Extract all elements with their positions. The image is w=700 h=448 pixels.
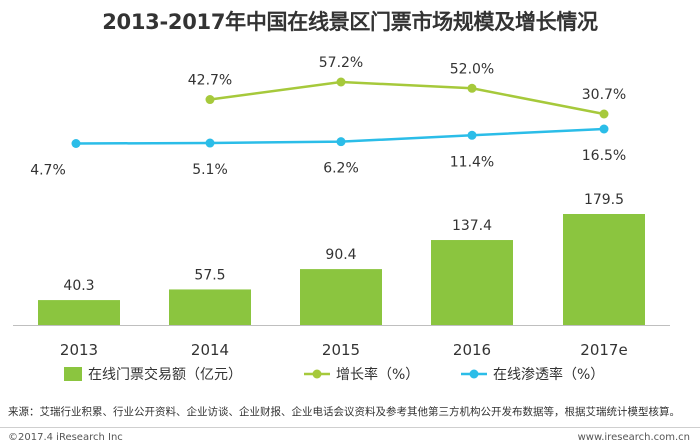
- legend: 在线门票交易额（亿元） 增长率（%） 在线渗透率（%）: [64, 366, 604, 383]
- bar-label-2017e: 179.5: [584, 192, 624, 208]
- growth-label-2015: 57.2%: [319, 55, 363, 71]
- penetration-point-2014: [205, 138, 215, 148]
- bar-2015: [300, 269, 382, 325]
- footer: ©2017.4 iResearch Inc www.iresearch.com.…: [0, 427, 700, 448]
- x-tick-2015: 2015: [322, 341, 360, 359]
- growth-point-2017e: [599, 109, 609, 119]
- legend-label-penetration: 在线渗透率（%）: [493, 366, 604, 383]
- penetration-label-2017e: 16.5%: [582, 148, 626, 164]
- copyright-text: ©2017.4 iResearch Inc: [8, 432, 123, 443]
- growth-point-2016: [467, 83, 477, 93]
- penetration-point-2017e: [599, 124, 609, 134]
- bar-2016: [431, 240, 513, 325]
- chart-title: 2013-2017年中国在线景区门票市场规模及增长情况: [102, 10, 598, 34]
- penetration-label-2014: 5.1%: [192, 162, 228, 178]
- x-tick-2013: 2013: [60, 341, 98, 359]
- growth-point-2015: [336, 77, 346, 87]
- bar-value-labels: 40.3 57.5 90.4 137.4 179.5: [63, 192, 624, 294]
- penetration-point-2015: [336, 137, 346, 147]
- legend-marker-growth: [312, 369, 322, 379]
- legend-marker-penetration: [469, 369, 479, 379]
- bar-label-2014: 57.5: [194, 267, 225, 283]
- growth-line: [209, 80, 605, 116]
- penetration-label-2016: 11.4%: [450, 154, 494, 170]
- growth-point-2014: [205, 95, 215, 105]
- penetration-label-2015: 6.2%: [323, 161, 359, 177]
- bar-2017e: [563, 214, 645, 325]
- growth-label-2014: 42.7%: [188, 73, 232, 89]
- legend-label-growth: 增长率（%）: [336, 366, 419, 383]
- legend-swatch-bar: [64, 367, 82, 381]
- growth-label-2017e: 30.7%: [582, 87, 626, 103]
- bar-label-2016: 137.4: [452, 218, 492, 234]
- growth-label-2016: 52.0%: [450, 61, 494, 77]
- source-note: 来源：艾瑞行业积累、行业公开资料、企业访谈、企业财报、企业电话会议资料及参考其他…: [8, 406, 680, 418]
- website-text: www.iresearch.com.cn: [577, 432, 690, 443]
- penetration-point-2016: [467, 130, 477, 140]
- growth-rate-series: 42.7% 57.2% 52.0% 30.7%: [188, 55, 626, 119]
- bar-label-2013: 40.3: [63, 278, 94, 294]
- penetration-label-2013: 4.7%: [30, 163, 66, 179]
- x-tick-labels: 2013 2014 2015 2016 2017e: [60, 341, 628, 359]
- bar-2013: [38, 300, 120, 325]
- x-tick-2017e: 2017e: [580, 341, 627, 359]
- bar-series: [38, 214, 645, 325]
- bar-label-2015: 90.4: [325, 247, 356, 263]
- penetration-point-2013: [71, 139, 81, 148]
- bar-2014: [169, 289, 251, 325]
- x-tick-2016: 2016: [453, 341, 491, 359]
- penetration-rate-series: 4.7% 5.1% 6.2% 11.4% 16.5%: [30, 124, 626, 179]
- x-tick-2014: 2014: [191, 341, 229, 359]
- legend-label-bar: 在线门票交易额（亿元）: [88, 366, 242, 383]
